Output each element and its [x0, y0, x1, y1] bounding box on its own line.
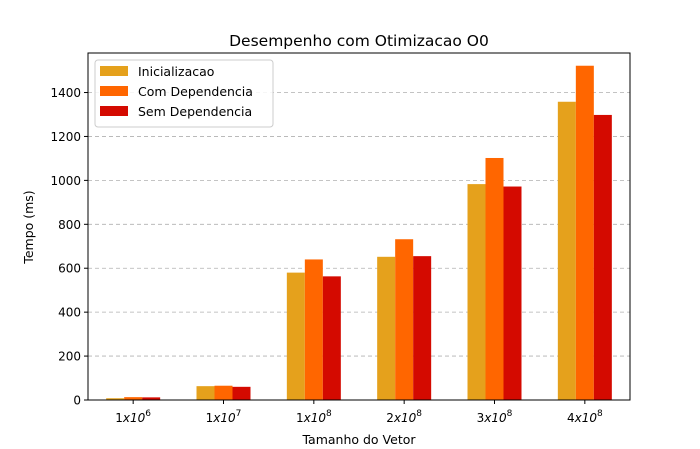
x-tick-label: 1x108	[296, 409, 332, 425]
y-axis-ticks: 0 200 400 600 800 1000 1200 1400	[50, 86, 88, 408]
bars-group	[106, 65, 612, 400]
x-tick-exp: 8	[597, 409, 603, 419]
x-tick-coef: 1	[115, 411, 123, 425]
plot-frame	[87, 52, 631, 401]
x-tick-coef: 1	[296, 411, 304, 425]
bar	[377, 256, 396, 400]
bar	[467, 184, 486, 400]
x-tick-base: x10	[303, 411, 327, 425]
x-tick-exp: 6	[145, 409, 151, 419]
y-tick-label: 1200	[50, 130, 81, 144]
x-tick-base: x10	[574, 411, 598, 425]
bar	[106, 398, 125, 400]
x-axis-label: Tamanho do Vetor	[301, 432, 416, 447]
bar	[395, 239, 414, 400]
bar	[413, 256, 432, 400]
legend-swatch	[100, 66, 128, 76]
legend-box	[94, 59, 274, 128]
bar	[214, 385, 233, 400]
bar	[503, 186, 522, 400]
legend-label: Com Dependencia	[138, 84, 253, 99]
x-tick-label: 4x108	[567, 409, 603, 425]
legend-label: Inicializacao	[138, 64, 214, 79]
bar	[142, 397, 161, 400]
y-tick-label: 200	[58, 350, 81, 364]
bar	[557, 101, 576, 400]
bar	[322, 276, 341, 400]
legend-swatch	[100, 106, 128, 116]
x-tick-exp: 8	[507, 409, 513, 419]
x-tick-label: 1x106	[115, 409, 151, 425]
bar	[485, 157, 504, 400]
x-tick-coef: 4	[567, 411, 575, 425]
y-tick-label: 800	[58, 218, 81, 232]
x-tick-label: 2x108	[386, 409, 422, 425]
x-tick-exp: 8	[326, 409, 332, 419]
x-tick-base: x10	[122, 411, 146, 425]
y-gridlines	[88, 92, 630, 357]
x-axis-ticks: 1x106 1x107 1x108 2x108 3x108 4x108	[115, 400, 603, 425]
x-tick-coef: 1	[206, 411, 214, 425]
y-tick-label: 400	[58, 306, 81, 320]
bar	[196, 386, 215, 400]
x-tick-base: x10	[393, 411, 417, 425]
x-tick-label: 1x107	[206, 409, 242, 425]
legend-swatch	[100, 86, 128, 96]
bar	[232, 386, 251, 400]
legend-label: Sem Dependencia	[138, 104, 252, 119]
x-tick-coef: 2	[386, 411, 394, 425]
chart-title: Desempenho com Otimizacao O0	[229, 32, 489, 50]
y-tick-label: 0	[73, 394, 81, 408]
y-tick-label: 1400	[50, 86, 81, 100]
x-tick-exp: 7	[236, 409, 242, 419]
bar	[593, 114, 612, 400]
y-tick-label: 1000	[50, 174, 81, 188]
x-tick-coef: 3	[477, 411, 485, 425]
y-axis-label: Tempo (ms)	[21, 190, 36, 264]
bar	[286, 272, 305, 400]
bar	[304, 259, 323, 400]
x-tick-base: x10	[212, 411, 236, 425]
bar	[575, 65, 594, 400]
x-tick-exp: 8	[416, 409, 422, 419]
x-tick-base: x10	[483, 411, 507, 425]
legend: Inicializacao Com Dependencia Sem Dependen…	[94, 59, 274, 128]
x-tick-label: 3x108	[477, 409, 513, 425]
bar	[124, 397, 143, 400]
y-tick-label: 600	[58, 262, 81, 276]
